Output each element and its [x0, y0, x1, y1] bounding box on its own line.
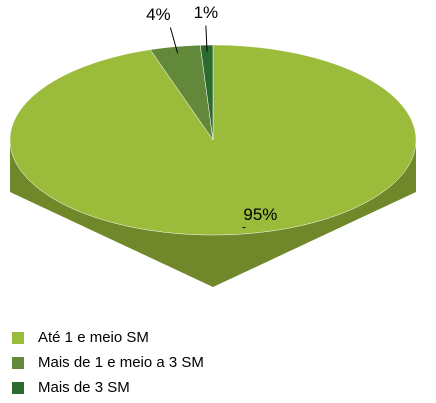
legend-label: Mais de 3 SM: [38, 379, 130, 396]
legend-swatch: [12, 382, 24, 394]
data-label: 95%: [243, 205, 277, 224]
legend-swatch: [12, 332, 24, 344]
legend-swatch: [12, 357, 24, 369]
leader-line: [205, 25, 208, 52]
legend-label: Até 1 e meio SM: [38, 329, 149, 346]
legend: Até 1 e meio SM Mais de 1 e meio a 3 SM Ma…: [12, 329, 204, 396]
leader-line: [169, 27, 179, 54]
slice: [149, 44, 214, 141]
data-label: 1%: [194, 3, 219, 22]
data-label: 4%: [146, 5, 171, 24]
legend-label: Mais de 1 e meio a 3 SM: [38, 354, 204, 371]
slice-side: [10, 140, 416, 287]
